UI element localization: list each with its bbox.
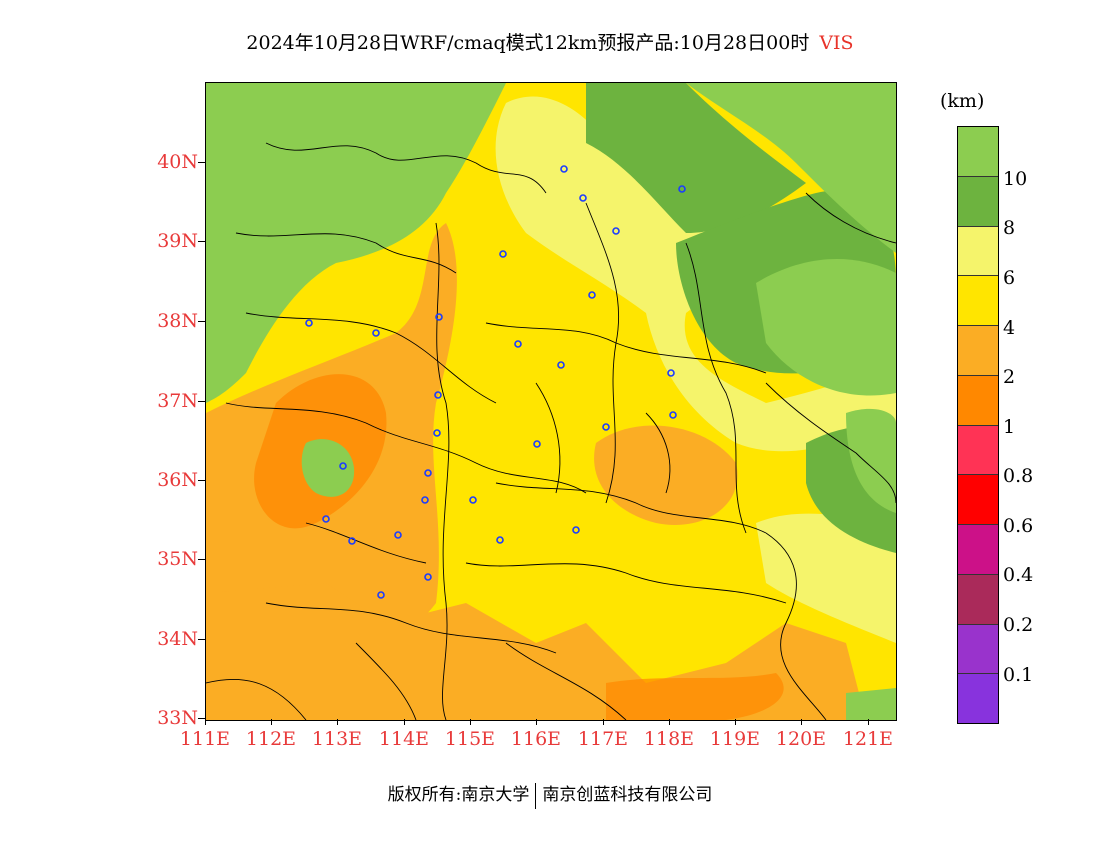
tick-lat-39 <box>198 241 205 242</box>
lat-label: 40N <box>157 151 198 173</box>
copyright-owner: 版权所有:南京大学 <box>387 785 530 805</box>
region-green-bohai <box>756 259 896 396</box>
legend-swatch <box>958 475 998 525</box>
title-main: 2024年10月28日WRF/cmaq模式12km预报产品:10月28日00时 <box>246 32 810 54</box>
region-light-yellow-east <box>756 513 896 643</box>
legend-label: 10 <box>1003 168 1028 190</box>
lon-label: 121E <box>842 728 894 750</box>
legend-swatch <box>958 326 998 376</box>
legend-label: 0.2 <box>1003 614 1034 636</box>
legend-swatch <box>958 276 998 326</box>
tick-lat-33 <box>198 718 205 719</box>
lon-label: 117E <box>577 728 629 750</box>
region-green-northeast <box>686 83 896 253</box>
lon-label: 112E <box>245 728 297 750</box>
tick-lat-37 <box>198 401 205 402</box>
legend-swatch <box>958 574 998 625</box>
lat-label: 36N <box>157 469 198 491</box>
legend-swatch <box>958 674 998 723</box>
lon-label: 114E <box>378 728 430 750</box>
tick-lon-120 <box>801 719 802 725</box>
title-variable: VIS <box>819 32 854 54</box>
legend-colorbar <box>957 126 999 724</box>
legend-swatch <box>958 375 998 426</box>
city-markers <box>305 165 686 599</box>
legend-label: 0.6 <box>1003 515 1034 537</box>
visibility-map <box>205 82 897 721</box>
legend-swatch <box>958 624 998 675</box>
tick-lon-117 <box>603 719 604 725</box>
region-dark-orange-south <box>606 673 784 720</box>
boundaries <box>206 142 896 720</box>
lon-label: 113E <box>311 728 363 750</box>
lat-label: 37N <box>157 390 198 412</box>
tick-lon-118 <box>669 719 670 725</box>
lon-label: 115E <box>444 728 496 750</box>
lat-label: 34N <box>157 628 198 650</box>
legend-label: 2 <box>1003 366 1016 388</box>
legend-swatch <box>958 127 998 177</box>
lat-label: 33N <box>157 707 198 729</box>
map-title: 2024年10月28日WRF/cmaq模式12km预报产品:10月28日00时 V… <box>0 28 1100 55</box>
region-green-mountain <box>301 439 355 497</box>
tick-lat-40 <box>198 162 205 163</box>
lat-label: 39N <box>157 230 198 252</box>
legend-label: 4 <box>1003 317 1016 339</box>
legend-label: 8 <box>1003 217 1016 239</box>
legend-label: 0.1 <box>1003 664 1034 686</box>
legend-label: 0.8 <box>1003 465 1034 487</box>
tick-lon-115 <box>470 719 471 725</box>
tick-lon-116 <box>536 719 537 725</box>
legend-unit: (km) <box>940 90 985 112</box>
legend-label: 6 <box>1003 267 1016 289</box>
region-green-northwest <box>206 83 506 403</box>
legend-label: 1 <box>1003 416 1016 438</box>
region-orange-east <box>594 425 738 525</box>
legend-swatch <box>958 176 998 227</box>
tick-lat-35 <box>198 559 205 560</box>
region-green-southeast <box>846 688 896 720</box>
legend-swatch <box>958 226 998 277</box>
legend-swatch <box>958 425 998 476</box>
tick-lat-34 <box>198 639 205 640</box>
lon-label: 111E <box>179 728 231 750</box>
tick-lon-113 <box>337 719 338 725</box>
lon-label: 116E <box>510 728 562 750</box>
copyright-company: 南京创蓝科技有限公司 <box>542 785 713 805</box>
footer-divider <box>535 782 537 809</box>
tick-lat-36 <box>198 480 205 481</box>
region-green-yellow-sea <box>846 408 896 513</box>
legend-swatch <box>958 525 998 575</box>
tick-lat-38 <box>198 321 205 322</box>
lat-label: 35N <box>157 548 198 570</box>
lat-label: 38N <box>157 310 198 332</box>
map-canvas <box>206 83 896 720</box>
tick-lon-111 <box>205 719 206 725</box>
copyright-footer: 版权所有:南京大学 南京创蓝科技有限公司 <box>0 780 1100 809</box>
tick-lon-114 <box>404 719 405 725</box>
lon-label: 119E <box>709 728 761 750</box>
region-dark-green-north <box>586 83 806 233</box>
lon-label: 120E <box>775 728 827 750</box>
tick-lon-119 <box>735 719 736 725</box>
lon-label: 118E <box>643 728 695 750</box>
tick-lon-112 <box>271 719 272 725</box>
legend-label: 0.4 <box>1003 564 1034 586</box>
tick-lon-121 <box>868 719 869 725</box>
